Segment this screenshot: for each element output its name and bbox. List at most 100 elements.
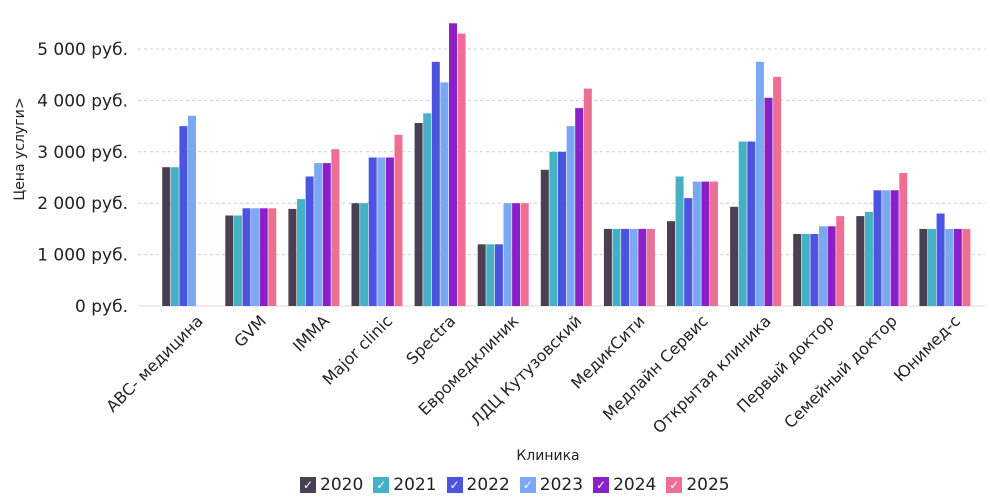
bar-2025[interactable] xyxy=(394,134,403,306)
bar-2023[interactable] xyxy=(692,181,701,306)
bar-2020[interactable] xyxy=(351,203,360,306)
bar-2024[interactable] xyxy=(385,157,394,307)
legend-item-2023[interactable]: ✓ 2023 xyxy=(519,475,584,495)
bar-2024[interactable] xyxy=(827,226,836,306)
bar-2024[interactable] xyxy=(449,23,457,307)
bar-2024[interactable] xyxy=(638,228,647,306)
x-axis-title: Клиника xyxy=(516,448,579,464)
bar-2020[interactable] xyxy=(667,221,675,306)
legend-item-2020[interactable]: ✓ 2020 xyxy=(300,475,363,495)
bar-2025[interactable] xyxy=(710,181,718,306)
bar-2022[interactable] xyxy=(242,208,251,306)
y-axis-title[interactable]: Цена услуги > xyxy=(12,97,28,200)
bar-2020[interactable] xyxy=(603,228,612,306)
legend-item-2022[interactable]: ✓ 2022 xyxy=(446,475,510,495)
bar-2022[interactable] xyxy=(684,198,693,306)
legend-label: 2023 xyxy=(539,475,584,495)
bar-2023[interactable] xyxy=(251,208,260,306)
x-tick-label: Spectra xyxy=(402,311,459,368)
bar-2025[interactable] xyxy=(520,203,529,306)
bar-2023[interactable] xyxy=(503,203,512,306)
bar-2022[interactable] xyxy=(936,213,945,307)
bar-2021[interactable] xyxy=(170,167,179,306)
bar-2023[interactable] xyxy=(440,82,449,307)
bar-2023[interactable] xyxy=(314,163,323,306)
bar-2024[interactable] xyxy=(259,208,268,306)
bar-2021[interactable] xyxy=(928,228,936,306)
bar-2020[interactable] xyxy=(477,244,486,306)
bar-2023[interactable] xyxy=(882,190,891,306)
bar-2020[interactable] xyxy=(919,228,928,306)
bar-2024[interactable] xyxy=(512,203,521,306)
bar-2023[interactable] xyxy=(755,61,764,306)
bar-2023[interactable] xyxy=(819,226,827,306)
legend-label: 2025 xyxy=(686,475,730,495)
bar-2020[interactable] xyxy=(856,216,865,306)
bar-2022[interactable] xyxy=(873,190,882,306)
bar-2020[interactable] xyxy=(540,169,549,306)
bar-2025[interactable] xyxy=(962,228,971,306)
bar-2023[interactable] xyxy=(945,228,954,306)
checkbox-icon[interactable]: ✓ xyxy=(300,477,316,493)
bar-2022[interactable] xyxy=(368,157,377,307)
bar-2025[interactable] xyxy=(899,172,908,306)
checkbox-icon[interactable]: ✓ xyxy=(666,477,683,493)
bar-2020[interactable] xyxy=(793,234,802,306)
bar-2024[interactable] xyxy=(701,181,710,306)
bar-2024[interactable] xyxy=(890,190,899,306)
bar-2022[interactable] xyxy=(558,151,566,306)
bar-2021[interactable] xyxy=(486,244,495,306)
legend-item-2024[interactable]: ✓ 2024 xyxy=(593,475,656,495)
bar-2022[interactable] xyxy=(305,176,314,307)
bar-2022[interactable] xyxy=(179,126,188,306)
bar-2021[interactable] xyxy=(360,203,369,306)
bar-2021[interactable] xyxy=(297,199,305,306)
bar-2023[interactable] xyxy=(629,228,638,306)
checkbox-icon[interactable]: ✓ xyxy=(593,477,610,493)
x-tick-label: ABC- медицина xyxy=(102,311,206,415)
x-tick-label: Юнимед-с xyxy=(890,311,964,385)
bar-2022[interactable] xyxy=(747,141,756,307)
bar-2022[interactable] xyxy=(431,61,440,306)
bar-2021[interactable] xyxy=(549,151,558,306)
bar-2024[interactable] xyxy=(953,228,962,306)
x-tick-label: Семейный доктор xyxy=(780,311,901,432)
legend-label: 2022 xyxy=(466,475,510,495)
bar-2025[interactable] xyxy=(331,149,340,306)
bar-2021[interactable] xyxy=(423,113,432,307)
bar-2020[interactable] xyxy=(730,206,739,306)
bar-2020[interactable] xyxy=(414,123,423,306)
bar-2021[interactable] xyxy=(233,215,242,307)
y-tick-label: 4 000 руб. xyxy=(37,91,128,111)
bar-2024[interactable] xyxy=(322,163,331,306)
bar-2023[interactable] xyxy=(188,115,196,306)
bar-2025[interactable] xyxy=(646,228,655,306)
checkbox-icon[interactable]: ✓ xyxy=(519,477,536,493)
checkbox-icon[interactable]: ✓ xyxy=(373,477,390,493)
bar-2022[interactable] xyxy=(810,234,819,306)
x-tick-label: GVM xyxy=(230,311,270,351)
bar-2021[interactable] xyxy=(738,141,747,307)
bar-2025[interactable] xyxy=(836,216,845,306)
bar-2022[interactable] xyxy=(494,244,503,306)
bar-2024[interactable] xyxy=(764,97,773,306)
bar-2025[interactable] xyxy=(773,76,782,306)
bar-2021[interactable] xyxy=(864,211,873,306)
bar-2024[interactable] xyxy=(575,108,584,306)
bar-2025[interactable] xyxy=(583,88,592,306)
bar-2023[interactable] xyxy=(566,126,575,306)
bar-2021[interactable] xyxy=(612,228,621,306)
bar-2023[interactable] xyxy=(377,157,386,307)
checkbox-icon[interactable]: ✓ xyxy=(446,477,463,493)
bar-2020[interactable] xyxy=(288,208,297,306)
bar-2025[interactable] xyxy=(268,208,277,306)
bar-2022[interactable] xyxy=(621,228,630,306)
y-tick-label: 3 000 руб. xyxy=(37,143,128,163)
bar-2021[interactable] xyxy=(675,176,684,307)
bar-2021[interactable] xyxy=(801,234,810,306)
bar-2025[interactable] xyxy=(457,33,466,306)
bar-2020[interactable] xyxy=(225,215,234,307)
legend-item-2021[interactable]: ✓ 2021 xyxy=(373,475,437,495)
bar-2020[interactable] xyxy=(162,167,171,306)
legend-item-2025[interactable]: ✓ 2025 xyxy=(666,475,730,495)
